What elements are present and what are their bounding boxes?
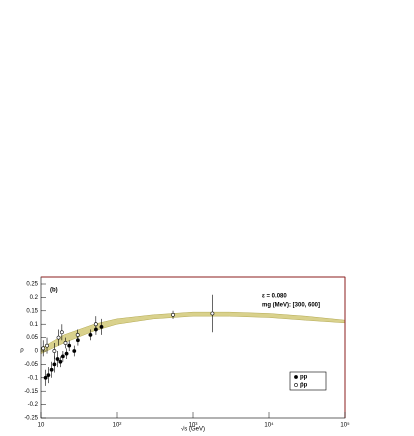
- data-point: [67, 343, 72, 348]
- legend-marker: [294, 383, 298, 387]
- x-axis-label: √s (GeV): [181, 426, 205, 433]
- panel-label: (b): [50, 288, 58, 294]
- y-tick-label: 0.2: [30, 295, 39, 301]
- data-point: [75, 333, 80, 337]
- data-point: [41, 346, 46, 351]
- x-tick-label: 10: [38, 423, 45, 429]
- y-tick-label: 0.15: [26, 308, 38, 314]
- y-tick-label: -0.25: [24, 416, 38, 422]
- data-point: [56, 335, 61, 340]
- data-point: [58, 359, 63, 364]
- y-tick-label: 0.25: [26, 282, 38, 288]
- data-point: [99, 324, 104, 329]
- data-point: [46, 373, 51, 378]
- legend-label: p̄p: [300, 383, 308, 389]
- legend-box: [289, 371, 327, 391]
- data-point: [49, 367, 54, 372]
- data-point: [59, 330, 64, 335]
- data-point: [52, 362, 57, 367]
- legend-marker: [294, 375, 298, 379]
- data-point: [63, 341, 68, 345]
- data-point: [43, 375, 48, 380]
- data-point: [93, 322, 98, 327]
- y-tick-label: -0.05: [24, 362, 38, 368]
- y-tick-label: 0.05: [26, 335, 38, 341]
- data-point: [52, 349, 57, 353]
- y-tick-label: -0.2: [28, 402, 39, 408]
- annotation: mg (MeV): [300, 600]: [262, 303, 320, 309]
- data-point: [171, 312, 175, 317]
- x-tick-label: 10⁴: [264, 422, 274, 429]
- data-point: [72, 349, 77, 353]
- x-tick-label: 10³: [189, 423, 198, 429]
- annotation: ε = 0.080: [262, 294, 287, 300]
- data-point: [60, 354, 65, 359]
- data-point: [45, 343, 49, 348]
- x-tick-label: 10²: [113, 423, 122, 429]
- legend-label: pp: [300, 375, 308, 381]
- data-point: [88, 333, 93, 337]
- y-tick-label: -0.1: [28, 375, 39, 381]
- data-point: [55, 357, 60, 361]
- y-tick-label: -0.15: [24, 389, 38, 395]
- y-tick-label: 0: [35, 349, 39, 355]
- data-point: [210, 311, 215, 316]
- y-axis-label: ρ: [20, 348, 24, 354]
- x-tick-label: 10⁵: [340, 422, 350, 429]
- data-point: [64, 351, 69, 356]
- y-tick-label: 0.1: [30, 322, 39, 328]
